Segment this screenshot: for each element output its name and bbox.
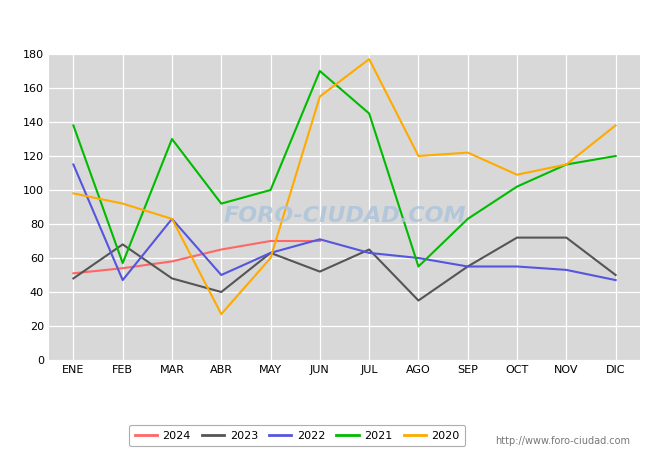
Legend: 2024, 2023, 2022, 2021, 2020: 2024, 2023, 2022, 2021, 2020 <box>129 425 465 446</box>
Text: FORO-CIUDAD.COM: FORO-CIUDAD.COM <box>223 206 466 226</box>
Text: Matriculaciones de Vehiculos en Antequera: Matriculaciones de Vehiculos en Antequer… <box>146 14 504 32</box>
Text: http://www.foro-ciudad.com: http://www.foro-ciudad.com <box>495 436 630 446</box>
